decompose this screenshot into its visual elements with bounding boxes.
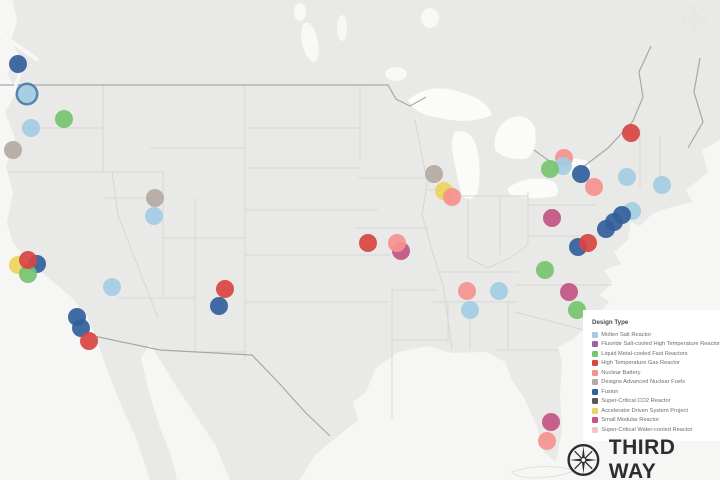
legend-item-sc_water[interactable]: Super-Critical Water-cooled Reactor [592,425,716,435]
map-point-htgr[interactable] [579,234,597,252]
legend-item-molten_salt[interactable]: Molten Salt Reactor [592,330,716,340]
map-point-liquid_metal[interactable] [568,301,586,319]
map-point-molten_salt[interactable] [145,207,163,225]
canadian-lakes [294,3,439,81]
map-point-molten_salt[interactable] [490,282,508,300]
map-point-fusion[interactable] [9,55,27,73]
legend-item-accelerator[interactable]: Accelerator Driven System Project [592,406,716,416]
map-point-htgr[interactable] [216,280,234,298]
legend-item-label: Small Modular Reactor [601,417,660,424]
map-point-molten_salt[interactable] [618,168,636,186]
legend-title: Design Type [592,319,629,326]
legend-item-label: Super-Critical Water-cooled Reactor [601,426,693,433]
map-point-nuclear_battery[interactable] [538,432,556,450]
legend-swatch-icon [592,388,598,395]
map-point-liquid_metal[interactable] [19,265,37,283]
third-way-logo: THIRD WAY [564,436,720,480]
legend-item-label: Liquid Metal-cooled Fast Reactors [601,350,688,357]
legend-item-liquid_metal[interactable]: Liquid Metal-cooled Fast Reactors [592,349,716,359]
map-point-nuclear_battery[interactable] [585,178,603,196]
legend-item-label: Fusion [601,388,619,395]
legend-swatch-icon [592,398,598,405]
map-point-fusion[interactable] [210,297,228,315]
map-point-fusion[interactable] [572,165,590,183]
map-point-molten_salt[interactable] [22,119,40,137]
map-point-liquid_metal[interactable] [55,110,73,128]
map-point-molten_salt[interactable] [18,85,36,103]
legend-item-label: Fluoride Salt-cooled High Temperature Re… [601,341,720,348]
legend-swatch-icon [592,379,598,386]
legend-swatch-icon [592,341,598,348]
map-point-smr[interactable] [542,413,560,431]
legend-swatch-icon [592,407,598,414]
legend-swatch-icon [592,417,598,424]
legend-item-label: Nuclear Battery [601,369,641,376]
map-point-nuclear_battery[interactable] [443,188,461,206]
map-point-molten_salt[interactable] [103,278,121,296]
map-point-advanced_fuels[interactable] [146,189,164,207]
legend-swatch-icon [592,426,598,433]
map-point-nuclear_battery[interactable] [458,282,476,300]
legend-item-smr[interactable]: Small Modular Reactor [592,416,716,426]
legend-item-nuclear_battery[interactable]: Nuclear Battery [592,368,716,378]
legend-items: Molten Salt Reactor Fluoride Salt-cooled … [592,330,720,435]
state-borders [8,85,661,418]
legend-item-label: Super-Critical CO2 Reactor [601,398,671,405]
map-point-htgr[interactable] [19,251,37,269]
logo-text: THIRD WAY [608,436,676,480]
map-point-molten_salt[interactable] [653,176,671,194]
legend-item-fluoride_salt[interactable]: Fluoride Salt-cooled High Temperature Re… [592,340,720,350]
map-point-smr[interactable] [543,209,561,227]
map-point-molten_salt[interactable] [461,301,479,319]
map-point-advanced_fuels[interactable] [4,141,22,159]
map-point-htgr[interactable] [622,124,640,142]
cuba-outline [511,465,577,479]
legend-item-fusion[interactable]: Fusion [592,387,716,397]
legend-item-label: High Temperature Gas Reactor [601,360,680,367]
map-point-htgr[interactable] [359,234,377,252]
map-point-liquid_metal[interactable] [541,160,559,178]
map-point-fusion[interactable] [597,220,615,238]
legend-swatch-icon [592,331,598,338]
great-lakes [408,88,591,200]
map-point-nuclear_battery[interactable] [388,234,406,252]
legend-item-label: Molten Salt Reactor [601,331,652,338]
legend-swatch-icon [592,350,598,357]
legend-item-htgr[interactable]: High Temperature Gas Reactor [592,359,716,369]
legend-item-advanced_fuels[interactable]: Designs Advanced Nuclear Fuels [592,378,716,388]
legend-swatch-icon [592,360,598,367]
compass-watermark-icon [680,3,708,35]
map-point-smr[interactable] [560,283,578,301]
map-point-htgr[interactable] [80,332,98,350]
legend-item-sc_co2[interactable]: Super-Critical CO2 Reactor [592,397,716,407]
legend-item-label: Accelerator Driven System Project [601,407,688,414]
legend-swatch-icon [592,369,598,376]
compass-logo-icon [567,444,600,476]
map-point-advanced_fuels[interactable] [425,165,443,183]
design-type-legend: Design Type Molten Salt Reactor Fluoride … [583,310,720,441]
legend-item-label: Designs Advanced Nuclear Fuels [601,379,686,386]
map-point-liquid_metal[interactable] [536,261,554,279]
national-borders [0,45,704,437]
